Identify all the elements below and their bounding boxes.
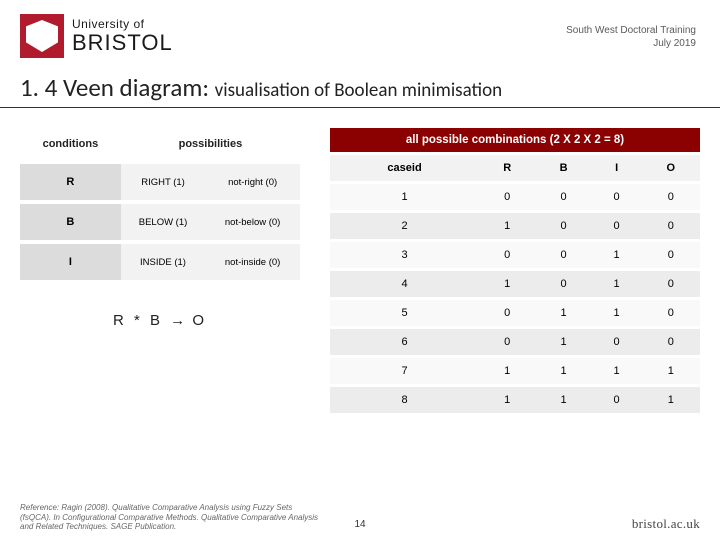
- combo-header: R: [479, 154, 535, 183]
- logo-bristol: BRISTOL: [72, 31, 173, 54]
- combinations-title: all possible combinations (2 X 2 X 2 = 8…: [330, 128, 700, 152]
- event-line-1: South West Doctoral Training: [566, 24, 696, 37]
- combo-cell: 0: [535, 212, 591, 241]
- combo-header: B: [535, 154, 591, 183]
- combo-cell: 0: [535, 183, 591, 212]
- condition-label: I: [20, 242, 121, 280]
- combo-cell: 0: [592, 328, 642, 357]
- combo-cell: 1: [642, 386, 700, 414]
- combo-cell: 0: [479, 183, 535, 212]
- logo-crest-icon: [20, 14, 64, 58]
- combo-header: I: [592, 154, 642, 183]
- combo-cell: 1: [535, 357, 591, 386]
- combo-cell: 0: [642, 270, 700, 299]
- event-line-2: July 2019: [566, 37, 696, 50]
- combo-cell: 1: [592, 241, 642, 270]
- caseid-cell: 3: [330, 241, 479, 270]
- caseid-cell: 8: [330, 386, 479, 414]
- combo-cell: 1: [642, 357, 700, 386]
- caseid-cell: 2: [330, 212, 479, 241]
- page-number: 14: [354, 519, 365, 530]
- possibility-1: INSIDE (1): [121, 242, 205, 280]
- combo-cell: 1: [592, 270, 642, 299]
- conditions-header: conditions: [20, 128, 121, 162]
- combo-cell: 1: [592, 357, 642, 386]
- possibility-1: BELOW (1): [121, 202, 205, 242]
- combo-cell: 1: [535, 299, 591, 328]
- right-column: all possible combinations (2 X 2 X 2 = 8…: [330, 128, 700, 413]
- combo-cell: 1: [479, 212, 535, 241]
- university-logo: University of BRISTOL: [20, 14, 173, 58]
- combo-cell: 0: [535, 270, 591, 299]
- combo-cell: 0: [535, 241, 591, 270]
- combo-cell: 0: [479, 241, 535, 270]
- combo-cell: 0: [592, 183, 642, 212]
- caseid-cell: 4: [330, 270, 479, 299]
- caseid-cell: 1: [330, 183, 479, 212]
- possibility-1: RIGHT (1): [121, 162, 205, 202]
- page-title: 1. 4 Veen diagram: visualisation of Bool…: [20, 72, 700, 103]
- combo-cell: 1: [479, 357, 535, 386]
- conditions-table: conditions possibilities RRIGHT (1)not-r…: [20, 128, 300, 280]
- caseid-cell: 7: [330, 357, 479, 386]
- reference-text: Reference: Ragin (2008). Qualitative Com…: [20, 503, 320, 532]
- caseid-cell: 6: [330, 328, 479, 357]
- formula-text: R * B → O: [113, 312, 207, 329]
- left-column: conditions possibilities RRIGHT (1)not-r…: [20, 128, 300, 413]
- logo-university-of: University of: [72, 18, 173, 31]
- content-area: conditions possibilities RRIGHT (1)not-r…: [0, 128, 720, 413]
- combo-cell: 0: [592, 386, 642, 414]
- combo-cell: 0: [642, 212, 700, 241]
- title-row: 1. 4 Veen diagram: visualisation of Bool…: [0, 64, 720, 108]
- combo-cell: 1: [479, 386, 535, 414]
- combo-cell: 0: [642, 241, 700, 270]
- combo-cell: 0: [642, 328, 700, 357]
- combo-cell: 0: [592, 212, 642, 241]
- condition-label: B: [20, 202, 121, 242]
- combinations-table: caseidRBIO 10000210003001041010501106010…: [330, 152, 700, 413]
- footer-url: bristol.ac.uk: [632, 516, 700, 532]
- combo-cell: 0: [642, 299, 700, 328]
- combo-cell: 1: [535, 386, 591, 414]
- possibility-0: not-inside (0): [205, 242, 300, 280]
- possibilities-header: possibilities: [121, 128, 300, 162]
- combo-cell: 0: [479, 328, 535, 357]
- combo-header: O: [642, 154, 700, 183]
- condition-label: R: [20, 162, 121, 202]
- logo-text: University of BRISTOL: [72, 18, 173, 54]
- combo-header: caseid: [330, 154, 479, 183]
- title-main: 1. 4 Veen diagram:: [20, 72, 209, 103]
- combo-cell: 1: [592, 299, 642, 328]
- boolean-formula: R * B → O: [20, 312, 300, 329]
- combo-cell: 1: [535, 328, 591, 357]
- possibility-0: not-below (0): [205, 202, 300, 242]
- combo-cell: 0: [479, 299, 535, 328]
- slide-footer: Reference: Ragin (2008). Qualitative Com…: [20, 503, 700, 532]
- combo-cell: 0: [642, 183, 700, 212]
- title-sub: visualisation of Boolean minimisation: [215, 79, 502, 102]
- event-info: South West Doctoral Training July 2019: [566, 24, 696, 50]
- combo-cell: 1: [479, 270, 535, 299]
- caseid-cell: 5: [330, 299, 479, 328]
- possibility-0: not-right (0): [205, 162, 300, 202]
- slide-header: University of BRISTOL South West Doctora…: [0, 0, 720, 64]
